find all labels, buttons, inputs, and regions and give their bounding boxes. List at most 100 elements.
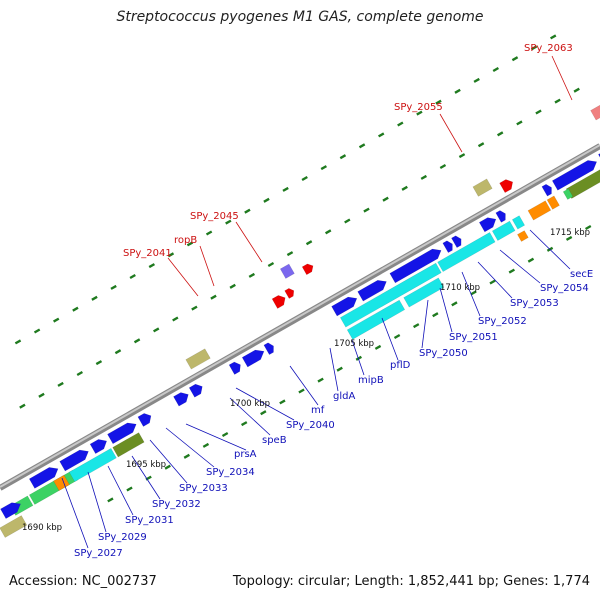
tick-mark <box>91 295 98 301</box>
label-leader-line <box>351 339 365 376</box>
gene-label-speb: speB <box>262 435 287 446</box>
tick-mark <box>221 431 229 438</box>
gene-label-spy_2050: SPy_2050 <box>419 348 468 359</box>
gene-feature <box>188 383 203 398</box>
tick-mark <box>126 486 133 492</box>
tick-mark <box>248 272 256 278</box>
gene-feature <box>263 342 274 356</box>
tick-mark <box>167 252 175 258</box>
tick-mark <box>511 56 519 62</box>
gene-feature <box>546 195 560 210</box>
tick-mark <box>573 87 580 93</box>
tick-mark <box>72 306 79 312</box>
gene-feature <box>357 279 387 302</box>
gene-feature <box>551 160 598 191</box>
gene-label-spy_2053: SPy_2053 <box>510 298 559 309</box>
tick-mark <box>52 317 60 323</box>
tick-mark <box>358 143 366 149</box>
gene-feature <box>590 101 600 121</box>
label-leader-line <box>87 471 107 533</box>
gene-feature <box>346 299 406 340</box>
gene-label-spy_2034: SPy_2034 <box>206 467 255 478</box>
label-leader-line <box>199 245 215 287</box>
tick-mark <box>489 279 496 285</box>
tick-mark <box>363 207 370 213</box>
scale-label: 1690 kbp <box>22 523 62 533</box>
label-leader-line <box>149 439 188 484</box>
gene-label-spy_2051: SPy_2051 <box>449 332 498 343</box>
tick-mark <box>393 333 401 340</box>
gene-feature <box>185 348 211 370</box>
label-leader-line <box>529 229 571 270</box>
gene-label-spy_2031: SPy_2031 <box>125 515 174 526</box>
tick-mark <box>76 370 84 377</box>
label-leader-line <box>477 261 513 299</box>
gene-feature <box>491 220 516 241</box>
tick-mark <box>344 218 351 224</box>
tick-mark <box>324 229 332 235</box>
tick-mark <box>473 77 480 83</box>
scale-label: 1715 kbp <box>550 228 590 238</box>
gene-label-spy_2055: SPy_2055 <box>394 102 443 113</box>
gene-feature <box>472 178 493 197</box>
tick-mark <box>33 328 41 334</box>
gene-feature <box>331 296 358 317</box>
gene-feature <box>228 361 241 375</box>
tick-mark <box>225 219 232 225</box>
gene-feature <box>527 200 552 221</box>
gene-feature <box>499 179 514 194</box>
gene-label-spy_2054: SPy_2054 <box>540 283 589 294</box>
tick-mark <box>110 284 117 290</box>
tick-mark <box>95 360 103 366</box>
tick-mark <box>355 355 363 361</box>
tick-mark <box>451 301 458 307</box>
tick-mark <box>267 261 275 268</box>
gene-label-spy_2041: SPy_2041 <box>123 248 172 259</box>
gene-feature <box>478 217 497 233</box>
label-leader-line <box>131 455 161 500</box>
scale-label: 1705 kbp <box>334 339 374 349</box>
gene-feature <box>517 230 529 242</box>
gene-feature <box>389 248 442 284</box>
tick-mark <box>412 323 420 329</box>
label-leader-line <box>185 423 247 451</box>
gene-labels: SPy_2027 SPy_2029 SPy_2031 SPy_2032 SPy_2033… <box>22 43 593 559</box>
scale-label: 1700 kbp <box>230 399 270 409</box>
gene-feature <box>271 295 286 309</box>
gene-label-spy_2033: SPy_2033 <box>179 483 228 494</box>
tick-mark <box>549 34 557 40</box>
tick-mark <box>516 120 523 126</box>
label-lines <box>61 55 573 549</box>
tick-mark <box>229 283 236 289</box>
tick-mark <box>133 338 141 344</box>
gene-feature <box>137 413 152 427</box>
tick-mark <box>416 110 423 116</box>
tick-mark <box>397 121 404 127</box>
label-leader-line <box>61 477 89 549</box>
tick-mark <box>107 497 114 503</box>
gene-feature <box>68 448 117 483</box>
gene-feature <box>28 467 59 489</box>
label-leader-line <box>439 287 453 333</box>
backbone-highlight <box>0 144 600 488</box>
tick-marks <box>14 34 592 503</box>
tick-mark <box>183 453 191 459</box>
tick-mark <box>320 165 328 171</box>
tick-mark <box>186 241 194 247</box>
gene-label-spy_2027: SPy_2027 <box>74 548 123 559</box>
label-leader-line <box>439 113 463 153</box>
tick-mark <box>492 66 500 73</box>
tick-mark <box>439 163 447 170</box>
tick-mark <box>458 153 466 159</box>
gene-feature <box>442 240 453 254</box>
genome-stats-text: Topology: circular; Length: 1,852,441 bp… <box>232 574 590 589</box>
scale-label: 1710 kbp <box>440 283 480 293</box>
label-leader-line <box>165 427 215 468</box>
tick-mark <box>129 273 136 280</box>
gene-label-glda: gldA <box>333 391 355 402</box>
tick-mark <box>191 305 198 311</box>
gene-label-prsa: prsA <box>234 449 257 460</box>
tick-mark <box>286 251 294 257</box>
tick-mark <box>435 99 442 105</box>
label-leader-line <box>461 271 481 317</box>
